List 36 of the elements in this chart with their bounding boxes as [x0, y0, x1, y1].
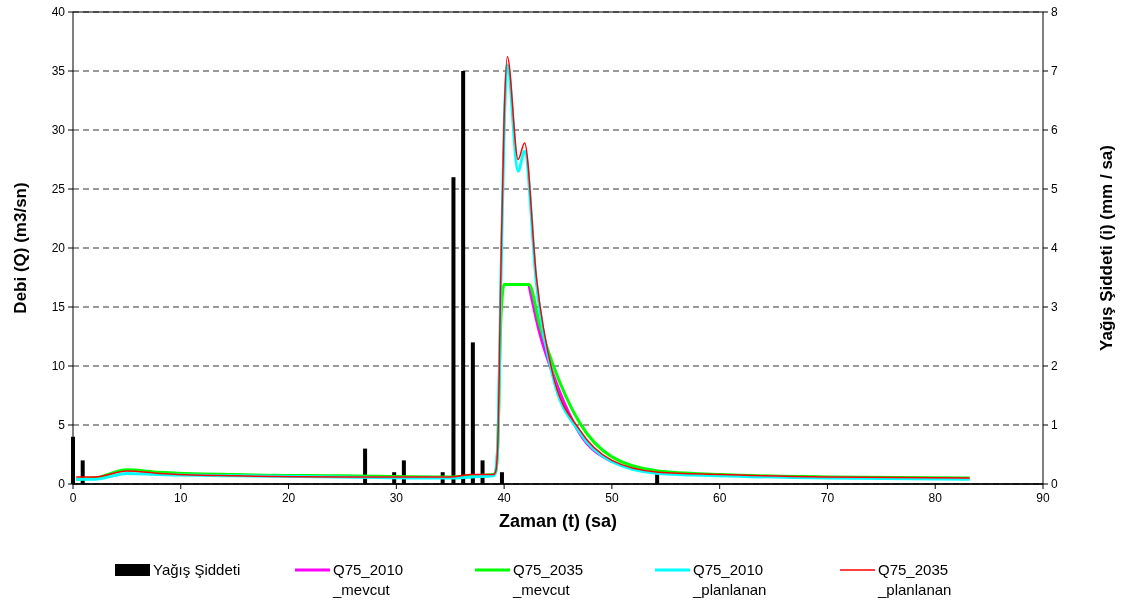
x-tick-label: 40 — [497, 491, 512, 505]
y-tick-label: 30 — [51, 123, 66, 137]
y2-tick-label: 5 — [1051, 182, 1058, 196]
y2-tick-label: 8 — [1051, 5, 1058, 19]
y-tick-label: 0 — [58, 477, 66, 491]
y2-tick-label: 0 — [1051, 477, 1058, 491]
y2-tick-label: 2 — [1051, 359, 1058, 373]
legend-label: Q75_2035 _mevcut — [512, 561, 584, 598]
x-tick-label: 70 — [820, 491, 835, 505]
x-tick-label: 60 — [712, 491, 727, 505]
y-tick-label: 10 — [51, 359, 66, 373]
x-tick-label: 20 — [281, 491, 296, 505]
y-tick-label: 20 — [51, 241, 66, 255]
legend-label: Q75_2035 _planlanan — [877, 561, 952, 598]
x-tick-label: 0 — [69, 491, 77, 505]
y2-axis-title: Yağış Şiddeti (i) (mm / sa) — [1097, 145, 1116, 351]
x-tick-label: 30 — [389, 491, 404, 505]
legend-label: Q75_2010 _planlanan — [692, 561, 767, 598]
y-tick-label: 25 — [51, 182, 66, 196]
x-tick-label: 50 — [605, 491, 619, 505]
y-axis-title: Debi (Q) (m3/sn) — [11, 182, 30, 314]
legend-label: Q75_2010 _mevcut — [332, 561, 404, 598]
x-axis-title: Zaman (t) (sa) — [498, 511, 618, 531]
y-tick-label: 5 — [58, 418, 66, 432]
y2-tick-label: 7 — [1051, 64, 1058, 78]
legend-label: Yağış Şiddeti — [153, 561, 241, 578]
x-tick-label: 80 — [928, 491, 943, 505]
x-tick-label: 10 — [174, 491, 188, 505]
y2-tick-label: 3 — [1051, 300, 1058, 314]
y2-tick-label: 1 — [1051, 418, 1058, 432]
y-tick-label: 40 — [51, 5, 66, 19]
y2-tick-label: 4 — [1051, 241, 1058, 255]
x-tick-label: 90 — [1036, 491, 1050, 505]
y-tick-label: 35 — [51, 64, 66, 78]
y2-tick-label: 6 — [1051, 123, 1058, 137]
y-tick-label: 15 — [51, 300, 66, 314]
